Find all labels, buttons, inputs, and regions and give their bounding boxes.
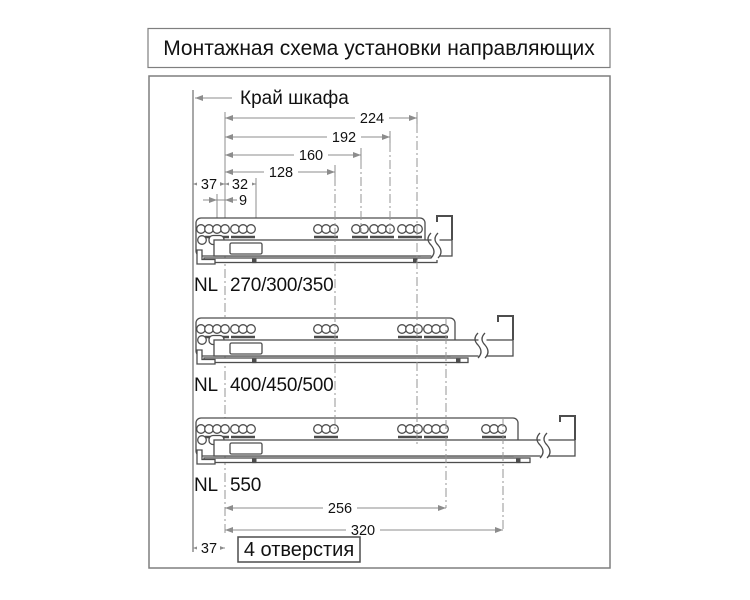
dim-label-9: 9 [239,193,247,209]
rail1-inner-member [213,239,453,257]
rail2-screw-holes [196,324,449,334]
dim-label-320: 320 [351,523,375,539]
rail2-break-mark [474,332,482,359]
rail2-rear-hook [497,315,514,340]
rail2-front-bracket [196,349,216,365]
hole-centerlines [334,124,504,530]
dim-label-37-bottom: 37 [201,541,217,557]
rail2-label-nl: NL [194,375,218,396]
rail-drawing-nl400-450-500 [195,315,514,365]
page-title: Монтажная схема установки направляющих [163,37,595,60]
title-box [147,27,611,69]
dim-label-128: 128 [269,165,293,181]
rail3-inner-member [213,439,576,457]
rail1-bottom-strip [203,257,438,264]
rail1-label-nl: NL [194,275,218,296]
rail1-rear-hook [436,215,453,240]
rail3-label-sizes: 550 [230,475,261,496]
rail2-bottom-strip [203,357,469,364]
rail2-inner-member [213,339,514,357]
rail-drawing-nl550 [195,415,576,465]
dim-label-256: 256 [328,501,352,517]
dim-label-224: 224 [360,111,384,127]
top-dimensions: 224 192 160 128 37 32 9 [193,111,417,209]
rail3-break-mark [536,432,544,459]
rail3-front-bracket [196,449,216,465]
rail3-latch [229,442,263,455]
rail1-latch [229,242,263,255]
dim-label-160: 160 [299,148,323,164]
rail1-front-bracket [196,249,216,265]
rail2-latch [229,342,263,355]
rail2-label-sizes: 400/450/500 [230,375,333,396]
rail3-rear-hook [559,415,576,440]
rail1-break-mark [427,232,435,259]
rail3-label-nl: NL [194,475,218,496]
dim-label-37-top: 37 [201,177,217,193]
cabinet-edge-label: Край шкафа [240,88,349,109]
rail1-screw-holes [196,224,423,234]
rail-drawing-nl270-300-350 [195,215,453,265]
holes-note-box [237,536,361,563]
rail1-label-sizes: 270/300/350 [230,275,333,296]
bottom-dimensions: 256 320 37 [193,501,503,557]
dim-label-192: 192 [332,130,356,146]
dim-label-32: 32 [232,177,248,193]
holes-note-label: 4 отверстия [244,539,354,561]
